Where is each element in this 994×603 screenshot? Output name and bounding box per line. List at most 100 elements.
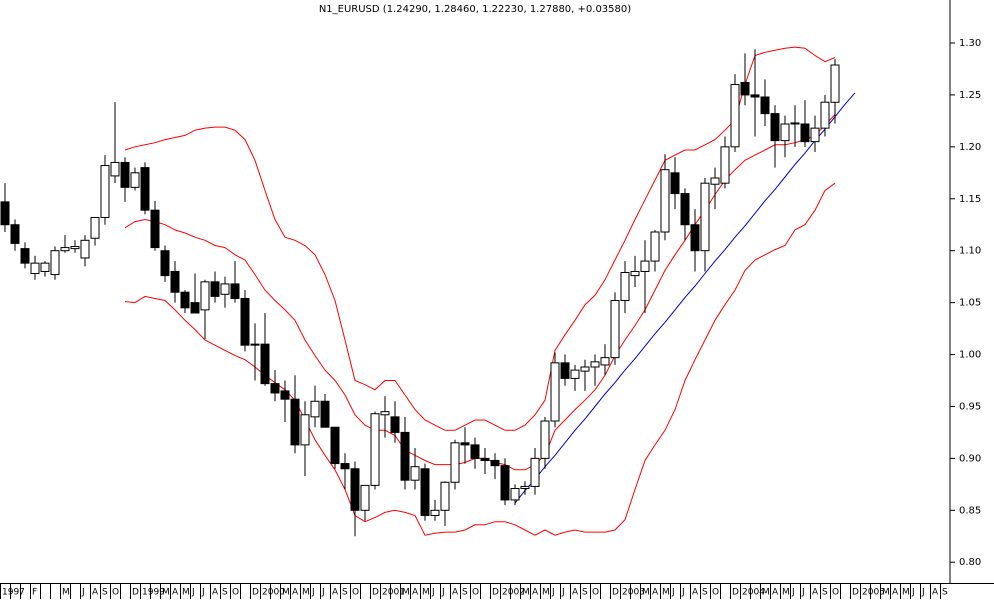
candle-body: [710, 177, 720, 185]
x-tick-label: O: [112, 588, 119, 598]
candle-body: [320, 400, 330, 428]
x-tick-label: S: [462, 588, 468, 598]
candle-body: [60, 247, 70, 252]
candle-body: [680, 193, 690, 226]
candle-body: [120, 161, 130, 188]
x-tick-label: A: [212, 588, 219, 598]
candle-body: [360, 484, 370, 511]
x-tick-label: D: [732, 588, 739, 598]
candle-body: [770, 113, 780, 142]
x-tick-label: 2000: [262, 588, 285, 598]
x-tick-label: A: [172, 588, 179, 598]
candle-body: [90, 216, 100, 239]
candle-body: [340, 463, 350, 470]
candle-body: [810, 127, 820, 143]
x-tick-label: 2005: [862, 588, 885, 598]
x-tick-label: S: [702, 588, 708, 598]
x-tick-label: J: [681, 588, 685, 598]
overlay-line: [514, 92, 856, 504]
candle-body: [220, 283, 230, 295]
candle-body: [230, 283, 240, 299]
candle-body: [830, 64, 840, 103]
x-tick-label: M: [182, 588, 190, 598]
candle-body: [130, 172, 140, 188]
candle-body: [760, 96, 770, 115]
x-tick-label: D: [492, 588, 499, 598]
x-tick-label: 1999: [142, 588, 165, 598]
x-tick-label: A: [332, 588, 339, 598]
y-tick-label: 1.15: [959, 194, 981, 205]
x-tick-label: S: [342, 588, 348, 598]
x-tick-label: D: [612, 588, 619, 598]
x-tick-label: O: [832, 588, 839, 598]
candle-body: [690, 224, 700, 252]
x-tick-label: M: [402, 588, 410, 598]
x-tick-label: M: [422, 588, 430, 598]
candle-body: [380, 411, 390, 416]
y-tick-label: 1.10: [959, 246, 981, 257]
x-tick-label: S: [582, 588, 588, 598]
candle-body: [80, 239, 90, 259]
x-tick-label: A: [772, 588, 779, 598]
x-tick-label: 2004: [742, 588, 765, 598]
candle-body: [640, 260, 650, 272]
x-tick-label: J: [201, 588, 205, 598]
x-tick-label: A: [292, 588, 299, 598]
x-tick-label: M: [902, 588, 910, 598]
x-tick-label: M: [542, 588, 550, 598]
y-tick-label: 1.25: [959, 90, 981, 101]
candle-body: [390, 416, 400, 433]
candle-body: [750, 94, 760, 98]
candle-body: [790, 122, 800, 125]
candle-body: [310, 400, 320, 418]
x-tick-label: J: [311, 588, 315, 598]
x-tick-label: J: [441, 588, 445, 598]
candle-body: [600, 357, 610, 366]
x-tick-label: S: [822, 588, 828, 598]
candle-body: [730, 84, 740, 148]
x-tick-label: J: [671, 588, 675, 598]
candle-body: [500, 465, 510, 501]
overlay-line: [124, 114, 836, 471]
candle-body: [260, 343, 270, 385]
x-tick-label: A: [932, 588, 939, 598]
candle-body: [620, 271, 630, 302]
candle-body: [630, 270, 640, 277]
candle-body: [780, 123, 790, 142]
x-tick-label: A: [532, 588, 539, 598]
x-tick-label: M: [282, 588, 290, 598]
candle-body: [700, 182, 710, 252]
candle-body: [0, 201, 10, 226]
x-tick-label: J: [551, 588, 555, 598]
x-tick-label: M: [522, 588, 530, 598]
candle-body: [100, 165, 110, 218]
candle-body: [70, 246, 80, 250]
candle-body: [200, 281, 210, 311]
candle-body: [580, 366, 590, 372]
x-tick-label: J: [921, 588, 925, 598]
candle-body: [350, 468, 360, 511]
candle-body: [410, 466, 420, 481]
x-tick-label: J: [81, 588, 85, 598]
candle-body: [210, 281, 220, 297]
x-tick-label: D: [252, 588, 259, 598]
y-tick-label: 1.00: [959, 350, 981, 361]
x-tick-label: M: [642, 588, 650, 598]
x-tick-label: M: [762, 588, 770, 598]
candle-body: [40, 262, 50, 272]
candle-body: [370, 413, 380, 486]
candle-body: [480, 457, 490, 461]
x-tick-label: D: [852, 588, 859, 598]
candle-body: [530, 457, 540, 487]
candle-body: [450, 442, 460, 483]
candle-body: [180, 291, 190, 309]
x-tick-label: J: [191, 588, 195, 598]
x-tick-label: A: [92, 588, 99, 598]
candle-body: [570, 369, 580, 379]
candle-body: [300, 414, 310, 446]
candle-body: [10, 224, 20, 244]
candle-body: [240, 297, 250, 346]
x-tick-label: S: [942, 588, 948, 598]
x-tick-label: M: [782, 588, 790, 598]
